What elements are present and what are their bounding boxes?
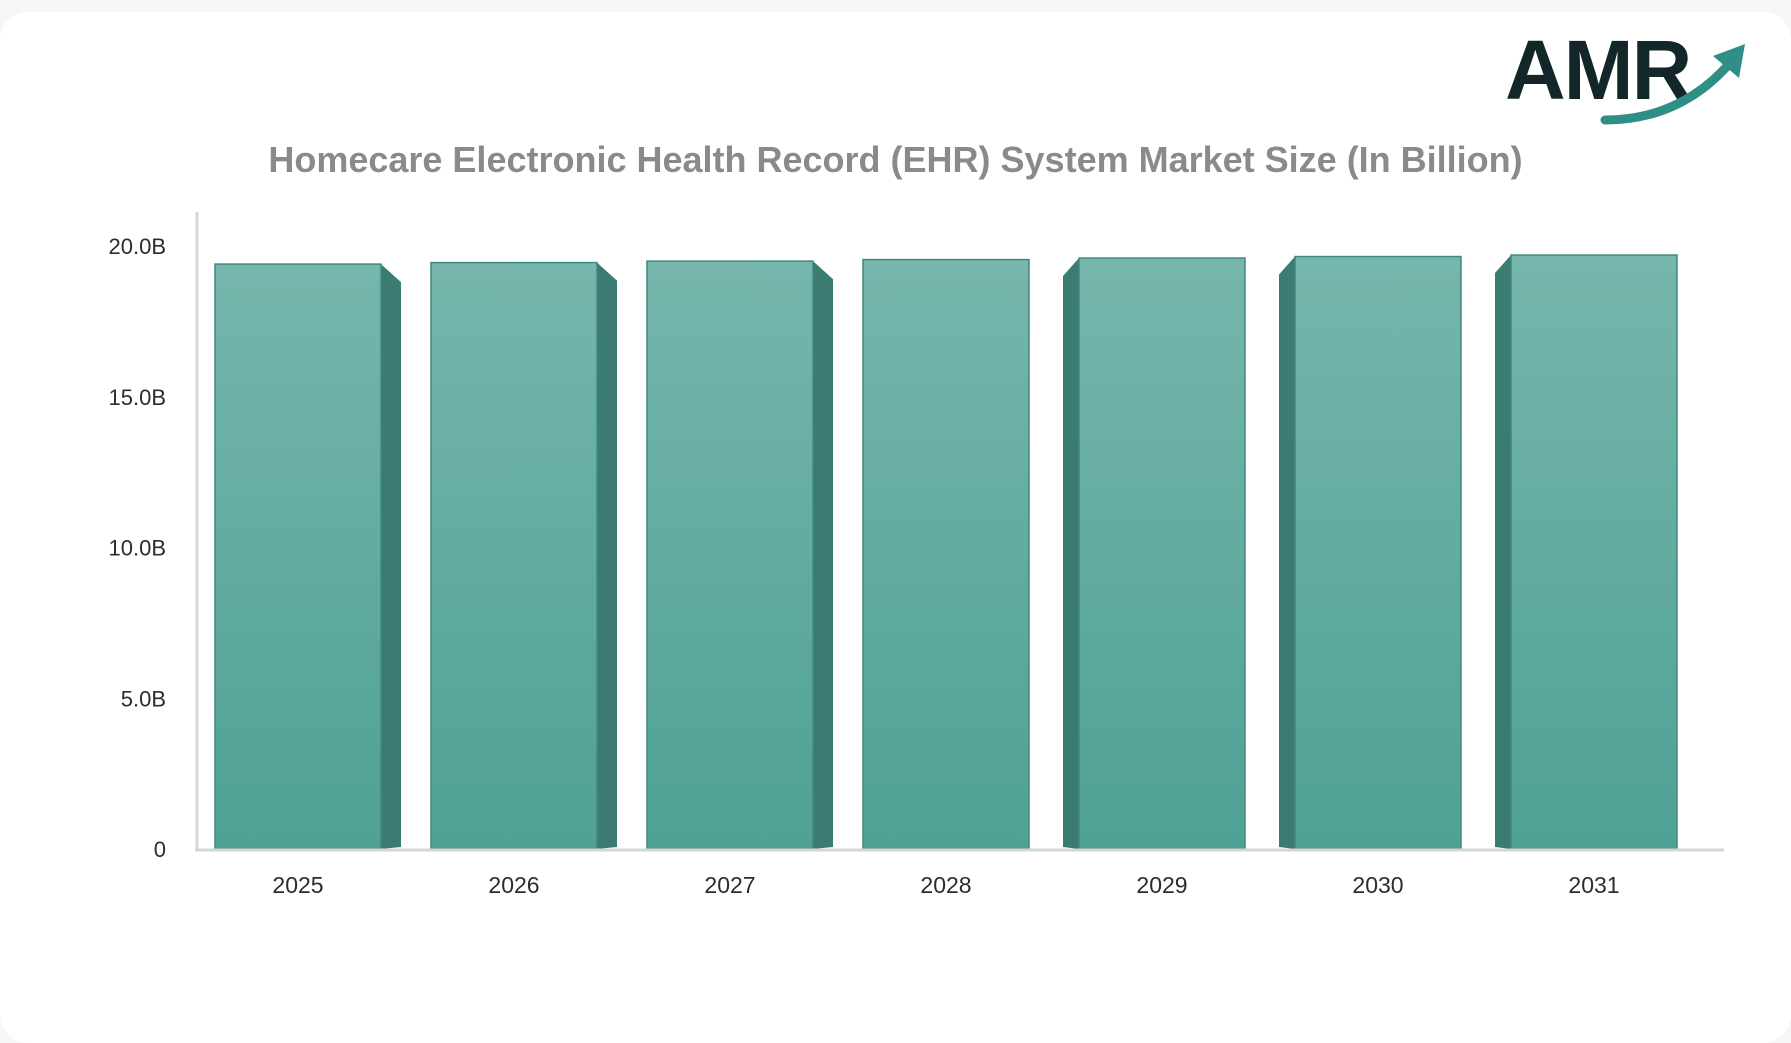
bar [862, 258, 1030, 850]
amr-logo: AMR [1505, 28, 1775, 128]
x-tick-label: 2031 [1568, 872, 1619, 898]
x-tick-label: 2029 [1136, 872, 1187, 898]
bar-side [1063, 258, 1079, 849]
x-tick-label: 2026 [488, 872, 539, 898]
bar-side [381, 264, 401, 850]
y-tick-label: 20.0B [109, 234, 167, 259]
bar-side [813, 261, 833, 849]
bar [646, 260, 814, 850]
bar [1078, 257, 1246, 850]
logo-text: AMR [1505, 23, 1692, 117]
bar [214, 263, 382, 850]
x-tick-label: 2030 [1352, 872, 1403, 898]
chart-title: Homecare Electronic Health Record (EHR) … [268, 139, 1523, 180]
y-tick-label: 15.0B [109, 385, 167, 410]
bar-side [1495, 255, 1511, 850]
bar [430, 261, 598, 850]
bar [1510, 254, 1678, 850]
y-tick-label: 10.0B [109, 536, 167, 561]
x-tick-label: 2025 [272, 872, 323, 898]
logo-arrow-icon [1600, 44, 1745, 125]
y-tick-label: 5.0B [121, 686, 166, 711]
x-tick-label: 2027 [704, 872, 755, 898]
bar [1294, 255, 1462, 850]
y-tick-label: 0 [154, 837, 166, 862]
bar-side [597, 262, 617, 849]
bar-side [1279, 256, 1295, 849]
x-tick-label: 2028 [920, 872, 971, 898]
